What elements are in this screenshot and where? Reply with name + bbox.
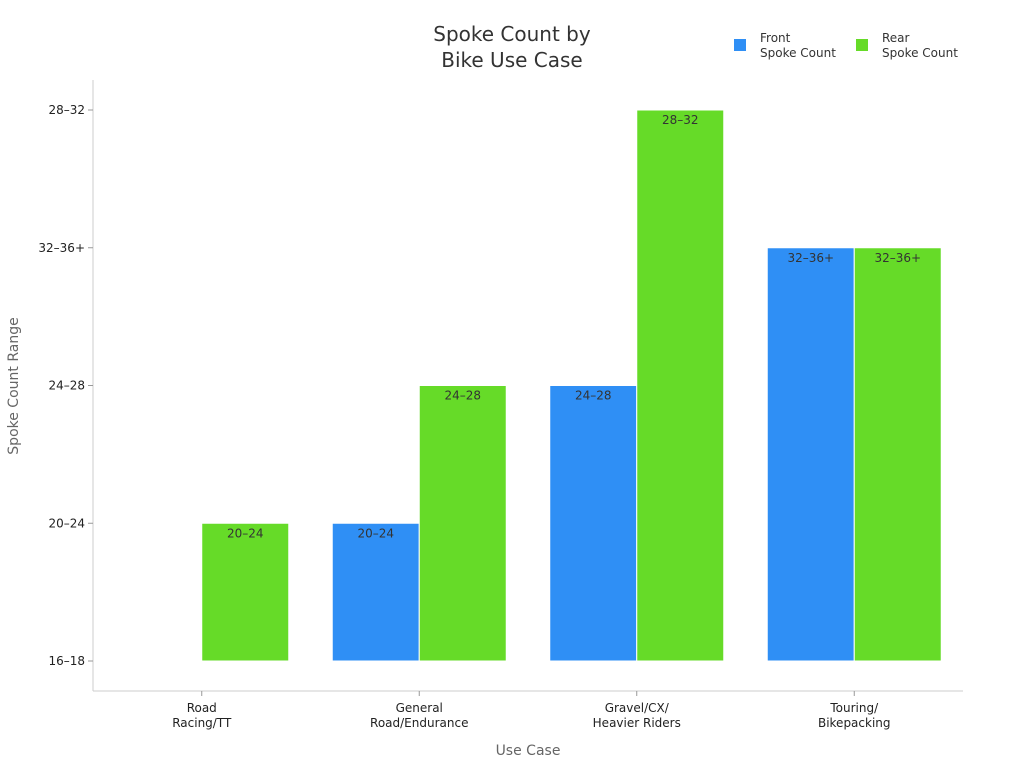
bar-value-label: 28–32 [662, 113, 699, 127]
legend-label: Front [760, 31, 791, 45]
bars [201, 109, 942, 662]
y-tick-label: 20–24 [48, 516, 85, 530]
bar-value-label: 20–24 [227, 526, 264, 540]
x-tick-label: Touring/ [829, 701, 879, 715]
legend-swatch [856, 39, 868, 51]
y-axis-ticks: 16–18 20–24 24–28 32–36+ 28–32 [38, 103, 93, 668]
bar [201, 522, 290, 662]
legend-label: Rear [882, 31, 910, 45]
y-tick-label: 16–18 [48, 654, 85, 668]
bar-labels: 20–24 20–24 24–28 24–28 28–32 32–36+ 32–36+ [227, 113, 921, 540]
bar [636, 109, 725, 662]
chart-title-line: Spoke Count by [433, 22, 591, 46]
x-tick-label: General [396, 701, 443, 715]
x-axis-label: Use Case [496, 743, 561, 759]
bar-value-label: 32–36+ [874, 251, 921, 265]
y-tick-label: 24–28 [48, 379, 85, 393]
x-tick-label: Gravel/CX/ [605, 701, 670, 715]
bar-value-label: 24–28 [444, 389, 481, 403]
bar [418, 385, 507, 662]
bar-value-label: 32–36+ [787, 251, 834, 265]
legend-swatch [734, 39, 746, 51]
y-tick-label: 32–36+ [38, 241, 85, 255]
axis-labels: Use Case Spoke Count Range [6, 317, 560, 759]
bar [331, 522, 420, 662]
x-tick-label: Road [187, 701, 217, 715]
y-axis-label: Spoke Count Range [6, 317, 22, 454]
bar [549, 385, 638, 662]
bar-value-label: 20–24 [357, 526, 394, 540]
bar [853, 247, 942, 662]
x-tick-label: Heavier Riders [593, 716, 681, 730]
x-tick-label: Racing/TT [172, 716, 232, 730]
bar-value-label: 24–28 [575, 389, 612, 403]
bar [766, 247, 855, 662]
x-tick-label: Bikepacking [818, 716, 891, 730]
legend-label: Spoke Count [882, 46, 958, 60]
y-tick-label: 28–32 [48, 103, 85, 117]
legend-label: Spoke Count [760, 46, 836, 60]
x-tick-label: Road/Endurance [370, 716, 468, 730]
chart-title-line: Bike Use Case [441, 48, 582, 72]
